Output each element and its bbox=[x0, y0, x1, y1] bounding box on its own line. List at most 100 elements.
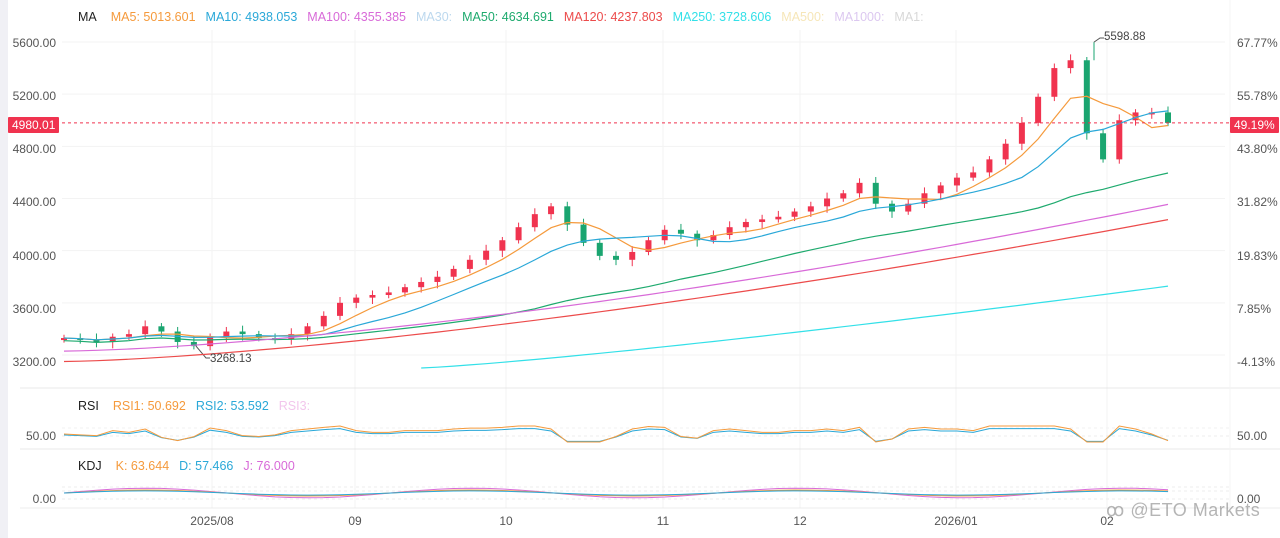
ma-legend-item: MA10: 4938.053 bbox=[205, 10, 298, 24]
weibo-icon: ꝏ bbox=[1106, 500, 1131, 520]
ma-legend-item: MA1: bbox=[894, 10, 924, 24]
ma-legend-item: MA30: bbox=[416, 10, 453, 24]
candle-body bbox=[953, 177, 960, 186]
candle-body bbox=[986, 159, 993, 173]
kdj-legend-item: D: 57.466 bbox=[179, 459, 234, 473]
rsi-legend: RSI RSI1: 50.692 RSI2: 53.592 RSI3: bbox=[78, 399, 310, 413]
candle-body bbox=[629, 251, 636, 260]
ma-legend-item: MA1000: bbox=[834, 10, 885, 24]
candle-body bbox=[353, 297, 360, 303]
kdj-d-line bbox=[63, 490, 1169, 496]
kdj-legend-item: K: 63.644 bbox=[115, 459, 170, 473]
x-label: 2026/01 bbox=[934, 514, 978, 528]
x-label: 02 bbox=[1100, 514, 1114, 528]
low-annotation: 3268.13 bbox=[210, 353, 252, 365]
candle-body bbox=[1051, 68, 1058, 97]
candle-body bbox=[710, 235, 717, 241]
x-label: 11 bbox=[656, 514, 670, 528]
current-price-tag: 4980.01 bbox=[8, 117, 60, 133]
kdj-axis-label-right: 0.00 bbox=[1237, 492, 1261, 506]
candle-body bbox=[742, 221, 749, 228]
candle-body bbox=[970, 172, 977, 178]
candle-body bbox=[937, 185, 944, 194]
rsi-legend-item: RSI1: 50.692 bbox=[112, 399, 186, 413]
ma-legend-item: MA5: 5013.601 bbox=[110, 10, 196, 24]
candle-body bbox=[840, 193, 847, 199]
ma120-line bbox=[63, 219, 1169, 363]
candle-body bbox=[239, 331, 246, 335]
kdj-j-line bbox=[63, 487, 1169, 499]
candle-body bbox=[320, 315, 327, 327]
ma-legend-item: MA500: bbox=[781, 10, 825, 24]
candle-body bbox=[531, 214, 538, 228]
ma100-line bbox=[63, 203, 1169, 352]
ma250-line bbox=[421, 285, 1169, 369]
candle-body bbox=[418, 281, 425, 288]
ma-legend-title: MA bbox=[78, 10, 97, 24]
price-label: 4000.00 bbox=[12, 249, 56, 263]
pct-label: 43.80% bbox=[1237, 142, 1278, 156]
pct-label: 7.85% bbox=[1237, 302, 1272, 316]
candle-body bbox=[466, 259, 473, 269]
ma-legend-item: MA50: 4634.691 bbox=[462, 10, 554, 24]
x-label: 12 bbox=[793, 514, 807, 528]
high-annotation: 5598.88 bbox=[1104, 31, 1146, 43]
price-label: 3200.00 bbox=[12, 355, 56, 369]
candle-body bbox=[775, 216, 782, 220]
candle-body bbox=[190, 341, 197, 347]
kdj-axis-label: 0.00 bbox=[32, 492, 56, 506]
candle-body bbox=[288, 334, 295, 340]
pct-label: 55.78% bbox=[1237, 89, 1278, 103]
candle-body bbox=[369, 295, 376, 298]
candle-body bbox=[824, 198, 831, 207]
ma-legend-item: MA100: 4355.385 bbox=[307, 10, 406, 24]
candle-body bbox=[872, 182, 879, 204]
rsi-legend-item: RSI3: bbox=[278, 399, 311, 413]
pct-label: -4.13% bbox=[1237, 355, 1276, 369]
candle-body bbox=[337, 302, 343, 316]
current-pct-tag: 49.19% bbox=[1230, 117, 1279, 133]
candle-body bbox=[450, 268, 457, 277]
candle-body bbox=[889, 203, 895, 212]
candle-body bbox=[1018, 122, 1025, 144]
x-label: 10 bbox=[499, 514, 513, 528]
candle-body bbox=[759, 219, 766, 222]
rsi-axis-label: 50.00 bbox=[25, 429, 56, 443]
candle-body bbox=[223, 331, 230, 337]
high-leader bbox=[1093, 37, 1104, 43]
price-label: 5200.00 bbox=[12, 89, 56, 103]
candle-body bbox=[807, 206, 814, 212]
watermark: ꝏ @ETO Markets bbox=[1106, 500, 1261, 520]
candle-body bbox=[580, 224, 587, 243]
candle-body bbox=[499, 240, 506, 251]
candle-body bbox=[61, 338, 67, 341]
x-label: 09 bbox=[348, 514, 362, 528]
x-label: 2025/08 bbox=[190, 514, 234, 528]
ma-legend-item: MA250: 3728.606 bbox=[672, 10, 772, 24]
ma10-line bbox=[63, 110, 1169, 341]
kdj-legend-item: J: 76.000 bbox=[243, 459, 295, 473]
ma-legend-item: MA120: 4237.803 bbox=[563, 10, 663, 24]
candle-body bbox=[142, 326, 149, 335]
candle-body bbox=[596, 242, 603, 256]
candle-body bbox=[1116, 120, 1123, 160]
candle-body bbox=[1100, 133, 1107, 160]
price-label: 4400.00 bbox=[12, 195, 56, 209]
low-leader bbox=[195, 345, 210, 359]
candle-body bbox=[158, 326, 165, 332]
kdj-legend-title: KDJ bbox=[78, 459, 102, 473]
candle-body bbox=[1132, 112, 1139, 121]
left-border bbox=[0, 0, 8, 538]
candle-body bbox=[1165, 112, 1171, 123]
rsi-axis-label-right: 50.00 bbox=[1237, 429, 1268, 443]
candle-body bbox=[207, 336, 214, 347]
rsi2-line bbox=[63, 428, 1169, 442]
pct-label: 31.82% bbox=[1237, 195, 1278, 209]
candle-body bbox=[645, 240, 652, 252]
ma50-line bbox=[63, 172, 1169, 344]
price-label: 5600.00 bbox=[12, 36, 56, 50]
candle-body bbox=[434, 276, 441, 282]
candle-body bbox=[93, 339, 100, 342]
